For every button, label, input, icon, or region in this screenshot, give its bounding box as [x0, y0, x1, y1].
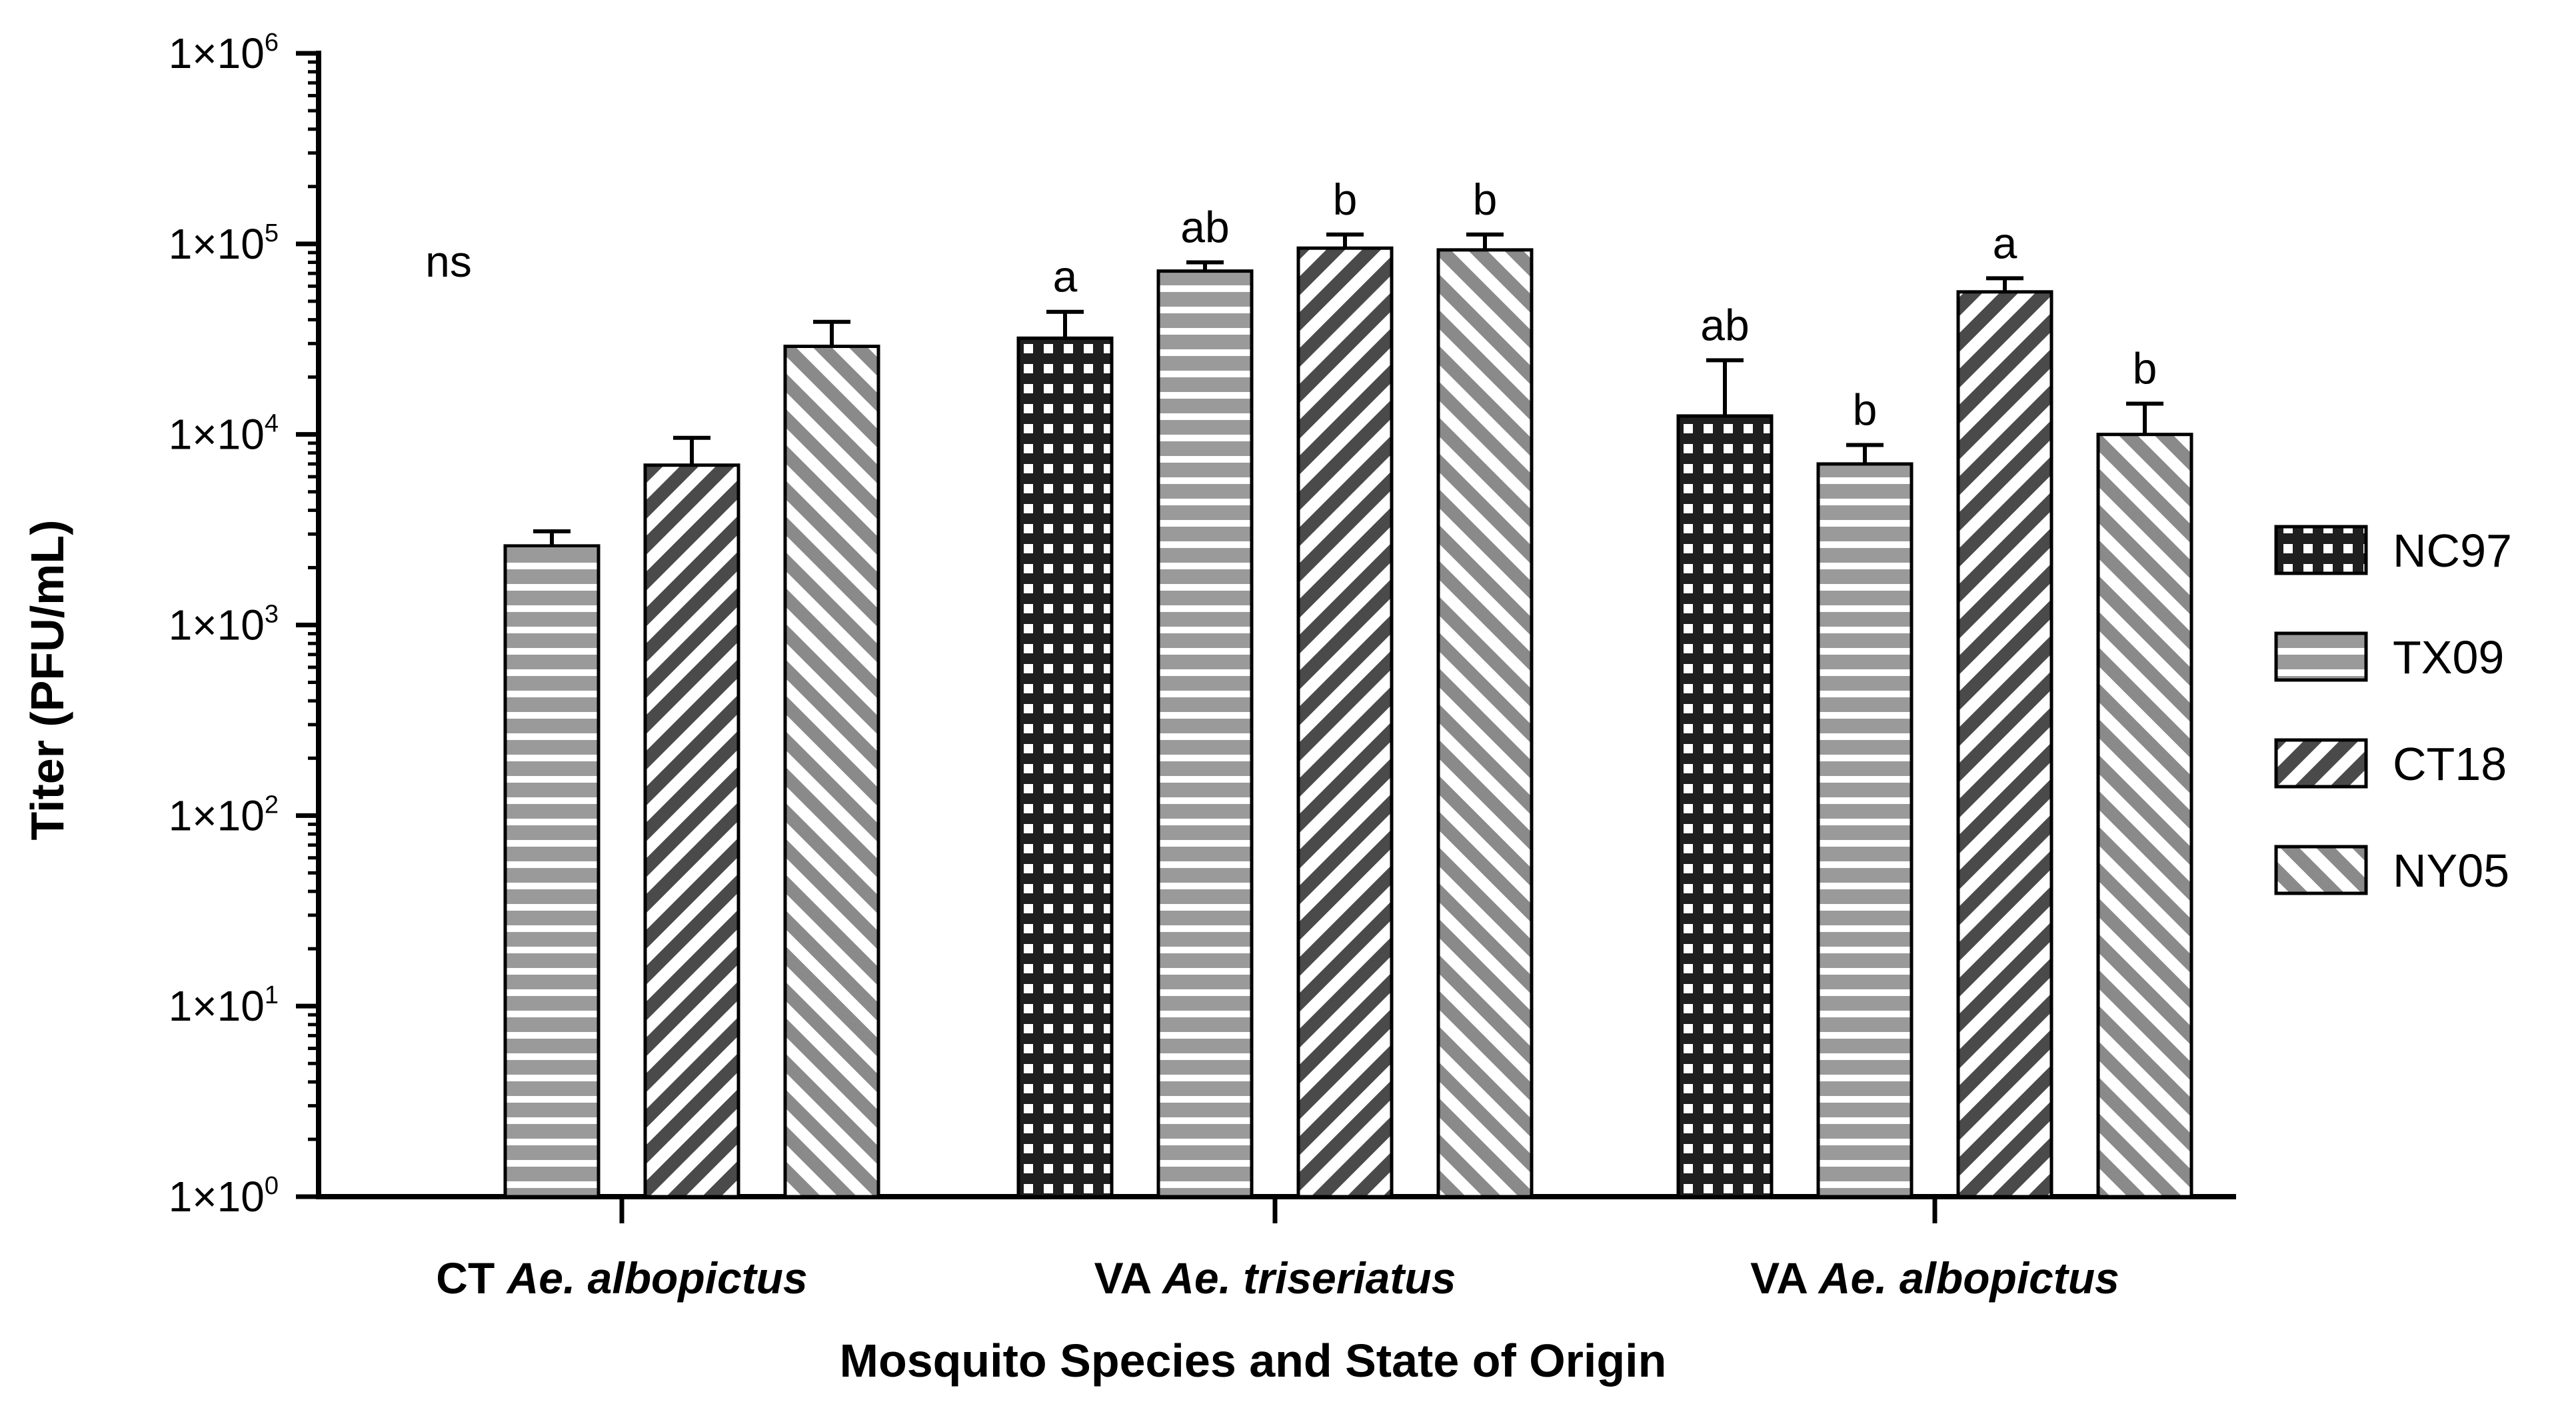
bar-ny05 — [783, 344, 880, 1199]
y-tick-label: 1×100 — [169, 1172, 279, 1221]
bar-tx09 — [503, 544, 601, 1199]
y-tick-label: 1×105 — [169, 219, 279, 268]
significance-label: ab — [1700, 300, 1749, 349]
axes: 1×100 1×101 1×102 1×103 1×104 1×105 1×106 CT Ae… — [169, 29, 2236, 1303]
significance-label: b — [1333, 175, 1358, 224]
legend-swatch-tx09 — [2274, 631, 2368, 682]
y-tick-label: 1×102 — [169, 791, 279, 839]
group-significance-label: ns — [425, 237, 472, 286]
legend: NC97 TX09 CT18 NY05 — [2274, 525, 2512, 897]
significance-label: a — [1053, 252, 1078, 301]
bar-tx09 — [1156, 269, 1254, 1199]
x-group-label: CT Ae. albopictus — [436, 1253, 807, 1303]
bar-nc97 — [1016, 336, 1114, 1199]
bar-tx09 — [1816, 462, 1914, 1199]
y-tick-label: 1×104 — [169, 410, 279, 459]
significance-label: b — [1853, 385, 1878, 435]
x-group-label: VA Ae. triseriatus — [1094, 1253, 1456, 1303]
significance-label: ab — [1180, 203, 1229, 252]
y-tick-label: 1×106 — [169, 29, 279, 77]
x-axis-title: Mosquito Species and State of Origin — [840, 1335, 1667, 1387]
legend-label: TX09 — [2393, 631, 2504, 683]
legend-swatch-ct18 — [2274, 738, 2368, 789]
significance-label: b — [2133, 344, 2157, 393]
significance-label: b — [1473, 175, 1498, 224]
bar-ny05 — [2096, 433, 2193, 1199]
bar-ct18 — [1296, 246, 1394, 1199]
legend-label: NC97 — [2393, 525, 2512, 577]
legend-label: CT18 — [2393, 738, 2507, 790]
y-tick-label: 1×101 — [169, 981, 279, 1030]
significance-label: a — [1993, 218, 2017, 267]
legend-swatch-nc97 — [2274, 525, 2368, 575]
x-group-label: VA Ae. albopictus — [1750, 1253, 2119, 1303]
bar-ct18 — [1956, 290, 2053, 1199]
bar-ny05 — [1436, 248, 1534, 1199]
y-axis-title: Titer (PFU/mL) — [21, 520, 73, 841]
bar-ct18 — [643, 463, 740, 1199]
bar-nc97 — [1676, 414, 1774, 1199]
legend-label: NY05 — [2393, 845, 2509, 897]
y-tick-label: 1×103 — [169, 601, 279, 649]
legend-swatch-ny05 — [2274, 845, 2368, 895]
